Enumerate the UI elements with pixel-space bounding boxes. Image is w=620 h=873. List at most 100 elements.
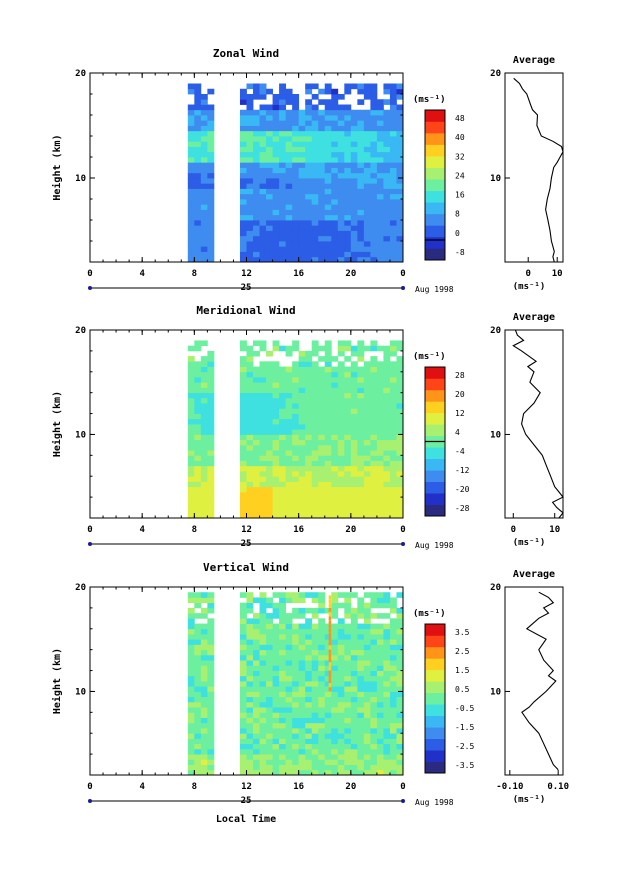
heatmap-cell xyxy=(305,256,313,263)
heatmap-cell xyxy=(187,701,195,708)
heatmap-cell xyxy=(318,686,326,692)
heatmap-cell xyxy=(266,225,273,231)
heatmap-cell xyxy=(246,696,254,703)
heatmap-cell xyxy=(279,748,287,755)
heatmap-cell xyxy=(279,429,287,435)
heatmap-cell xyxy=(272,172,280,179)
heatmap-cell xyxy=(357,157,365,163)
heatmap-cell xyxy=(279,654,287,661)
heatmap-cell xyxy=(389,502,397,508)
heatmap-cell xyxy=(337,408,345,414)
heatmap-cell xyxy=(292,183,300,189)
heatmap-cell xyxy=(279,701,287,708)
heatmap-cell xyxy=(285,764,293,771)
colorbar-swatch xyxy=(425,470,445,482)
heatmap-cell xyxy=(207,712,215,718)
heatmap-cell xyxy=(305,178,313,184)
heatmap-cell xyxy=(318,701,326,708)
colorbar-swatch xyxy=(425,447,445,459)
heatmap-cell xyxy=(285,408,293,414)
heatmap-cell xyxy=(370,707,378,713)
heatmap-cell xyxy=(311,157,319,163)
heatmap-cell xyxy=(318,439,326,446)
heatmap-cell xyxy=(292,613,300,619)
heatmap-cell xyxy=(389,754,397,760)
heatmap-cell xyxy=(239,634,247,640)
heatmap-cell xyxy=(324,88,332,95)
heatmap-cell xyxy=(337,717,345,724)
heatmap-cell xyxy=(324,408,332,414)
heatmap-cell xyxy=(194,136,202,142)
heatmap-cell xyxy=(337,707,345,713)
heatmap-cell xyxy=(246,356,254,362)
heatmap-cell xyxy=(194,722,202,729)
heatmap-cell xyxy=(389,722,397,729)
heatmap-cell xyxy=(187,450,195,456)
heatmap-cell xyxy=(370,361,378,367)
heatmap-cell xyxy=(370,450,378,456)
heatmap-cell xyxy=(324,99,332,105)
heatmap-cell xyxy=(318,634,326,640)
heatmap-cell xyxy=(298,172,306,179)
heatmap-cell xyxy=(298,634,306,640)
heatmap-cell xyxy=(194,728,202,734)
heatmap-cell xyxy=(298,136,306,142)
heatmap-cell xyxy=(350,193,358,200)
heatmap-cell xyxy=(344,686,352,692)
heatmap-cell xyxy=(272,424,280,430)
heatmap-cell xyxy=(363,618,371,624)
heatmap-cell xyxy=(370,157,378,163)
heatmap-cell xyxy=(187,634,195,640)
heatmap-cell xyxy=(305,115,313,121)
heatmap-cell xyxy=(194,424,202,430)
heatmap-cell xyxy=(253,193,260,200)
heatmap-cell xyxy=(285,256,293,263)
heatmap-cell xyxy=(246,675,254,682)
x-tick-label: 20 xyxy=(345,782,356,792)
heatmap-cell xyxy=(370,701,378,708)
heatmap-cell xyxy=(311,183,319,189)
heatmap-cell xyxy=(370,728,378,734)
heatmap-cell xyxy=(239,209,247,216)
heatmap-cell xyxy=(207,634,215,640)
heatmap-cell xyxy=(272,413,280,420)
heatmap-cell xyxy=(337,345,345,352)
heatmap-cell xyxy=(200,204,208,210)
heatmap-cell xyxy=(272,214,280,221)
heatmap-cell xyxy=(331,225,339,231)
heatmap-cell xyxy=(253,660,260,666)
heatmap-cell xyxy=(383,623,391,630)
heatmap-cell xyxy=(279,639,287,645)
heatmap-cell xyxy=(396,738,404,745)
heatmap-cell xyxy=(187,345,195,352)
heatmap-cell xyxy=(207,172,215,179)
heatmap-cell xyxy=(370,188,378,195)
heatmap-cell xyxy=(357,356,365,362)
heatmap-cell xyxy=(318,769,326,776)
heatmap-cell xyxy=(194,639,202,645)
heatmap-cell xyxy=(194,340,202,347)
heatmap-cell xyxy=(318,199,326,205)
heatmap-cell xyxy=(389,199,397,205)
heatmap-cell xyxy=(253,733,260,739)
heatmap-cell xyxy=(383,178,391,184)
heatmap-cell xyxy=(311,681,319,687)
heatmap-cell xyxy=(389,743,397,750)
heatmap-cell xyxy=(239,408,247,414)
heatmap-cell xyxy=(200,743,208,750)
heatmap-cell xyxy=(331,764,339,771)
heatmap-cell xyxy=(253,618,260,624)
heatmap-cell xyxy=(239,759,247,765)
heatmap-cell xyxy=(298,759,306,765)
heatmap-cell xyxy=(292,387,300,394)
heatmap-cell xyxy=(305,455,313,461)
heatmap-cell xyxy=(331,696,339,703)
heatmap-cell xyxy=(279,481,287,488)
heatmap-cell xyxy=(357,733,365,739)
heatmap-cell xyxy=(253,754,260,760)
heatmap-cell xyxy=(383,377,391,383)
heatmap-cell xyxy=(266,199,273,205)
heatmap-cell xyxy=(272,193,280,200)
heatmap-cell xyxy=(246,125,254,132)
heatmap-cell xyxy=(259,649,267,656)
